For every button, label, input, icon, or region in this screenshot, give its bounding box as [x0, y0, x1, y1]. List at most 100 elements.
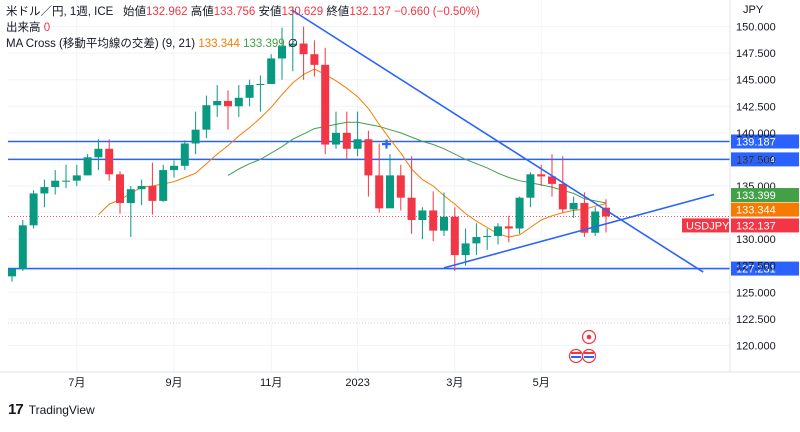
candle-body [450, 216, 459, 256]
candle[interactable] [526, 172, 535, 208]
candle-body [62, 180, 70, 182]
symbol-tag-label: USDJPY [686, 220, 730, 232]
candle[interactable] [569, 196, 578, 218]
candle[interactable] [364, 130, 373, 197]
candle[interactable] [483, 228, 492, 250]
candle[interactable] [72, 164, 81, 186]
close-value: 132.137 [349, 6, 391, 18]
candle[interactable] [429, 191, 438, 242]
candle[interactable] [321, 47, 330, 155]
candle[interactable] [202, 95, 211, 139]
symbol-label[interactable]: 米ドル／円, 1週, ICE [6, 6, 114, 18]
us-flag-event-icon[interactable] [568, 348, 584, 364]
candle[interactable] [18, 220, 27, 272]
candle[interactable] [375, 143, 384, 213]
candle[interactable] [461, 228, 470, 266]
candle[interactable] [332, 111, 340, 149]
candle[interactable] [40, 179, 49, 208]
trendline[interactable] [443, 193, 715, 269]
price-tag [731, 202, 799, 217]
candle-body [515, 197, 524, 229]
candle[interactable] [8, 268, 16, 282]
tradingview-logo[interactable]: 17 TradingView [8, 401, 95, 418]
y-tick-label: 150.000 [736, 22, 776, 34]
candle-body [494, 226, 502, 236]
candle[interactable] [602, 199, 610, 233]
level-price-label: 127.231 [736, 264, 776, 276]
candle[interactable] [245, 79, 254, 107]
candle[interactable] [558, 156, 567, 213]
candle-body [83, 157, 92, 176]
candle-body [407, 197, 416, 221]
candle[interactable] [256, 75, 265, 112]
us-flag-event-icon[interactable] [581, 348, 597, 364]
ma-fast-value: 133.344 [198, 38, 240, 50]
candle[interactable] [310, 40, 319, 77]
y-tick-label: 122.500 [736, 314, 776, 326]
candle-body [472, 237, 481, 244]
candle-body [105, 148, 114, 175]
candle[interactable] [94, 139, 103, 171]
candle[interactable] [353, 111, 362, 157]
candle[interactable] [472, 223, 481, 256]
candle-body [191, 129, 200, 144]
candle[interactable] [83, 154, 92, 176]
candle[interactable] [62, 164, 70, 189]
candle[interactable] [213, 85, 222, 117]
candle[interactable] [267, 54, 276, 84]
candle[interactable] [180, 140, 189, 171]
candle[interactable] [288, 6, 297, 72]
trendline[interactable] [292, 9, 704, 273]
y-tick-label: 137.500 [736, 154, 776, 166]
candle[interactable] [407, 156, 416, 234]
candle[interactable] [170, 160, 178, 178]
candle[interactable] [137, 179, 146, 206]
candle[interactable] [515, 196, 524, 234]
price-axis[interactable]: 120.000122.500125.000127.500130.000132.5… [729, 0, 776, 372]
candle[interactable] [494, 223, 502, 245]
candle[interactable] [51, 170, 60, 195]
candle-body [440, 216, 448, 231]
candle[interactable] [116, 171, 124, 214]
x-tick-label: 9月 [165, 377, 182, 389]
candle-body [461, 243, 470, 256]
candle-body [51, 180, 60, 188]
candle-body [267, 58, 276, 84]
y-tick-label: 125.000 [736, 287, 776, 299]
change-value: −0.660 (−0.50%) [394, 6, 480, 18]
ma-visibility-icon[interactable]: ∅ [287, 38, 298, 50]
ma-slow-line [227, 121, 607, 204]
candle-body [580, 203, 589, 233]
ohlc-row: 米ドル／円, 1週, ICE 始値132.962 高値133.756 安値130… [6, 4, 480, 20]
candle[interactable] [159, 164, 168, 202]
time-axis[interactable]: 7月 9月 11月 2023 3月 5月 [0, 371, 800, 389]
candle[interactable] [440, 192, 448, 236]
candle[interactable] [278, 27, 286, 80]
volume-label[interactable]: 出来高 [6, 22, 41, 34]
candle[interactable] [342, 111, 351, 160]
candle[interactable] [299, 26, 308, 80]
candle[interactable] [126, 186, 135, 238]
candle-body [159, 170, 168, 201]
candle[interactable] [148, 162, 157, 215]
alert-icon[interactable] [581, 329, 597, 345]
candle[interactable] [504, 215, 513, 243]
candle[interactable] [29, 190, 38, 229]
candle[interactable] [396, 164, 405, 211]
candle-body [213, 100, 222, 106]
candle[interactable] [224, 90, 232, 130]
candle-body [537, 174, 546, 177]
candle[interactable] [591, 207, 600, 236]
candle[interactable] [450, 207, 459, 272]
candle[interactable] [234, 85, 243, 117]
ma-indicator-label[interactable]: MA Cross (移動平均線の交差) (9, 21) [6, 38, 196, 50]
candle[interactable] [105, 139, 114, 181]
candle-body [245, 85, 254, 98]
candle[interactable] [386, 154, 394, 209]
candle-body [418, 210, 427, 221]
candle[interactable] [191, 111, 200, 155]
candle[interactable] [418, 207, 427, 240]
price-tag-label: 133.399 [736, 190, 776, 202]
candle-body [591, 211, 600, 233]
